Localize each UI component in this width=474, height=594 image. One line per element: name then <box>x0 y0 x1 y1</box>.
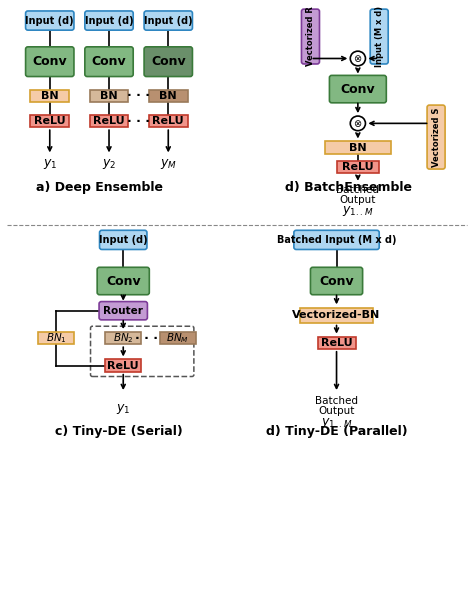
Text: Vectorized R: Vectorized R <box>306 7 315 67</box>
Text: $y_2$: $y_2$ <box>102 157 116 172</box>
Text: Input (d): Input (d) <box>99 235 147 245</box>
Text: Output: Output <box>340 195 376 205</box>
Text: Input (M x d): Input (M x d) <box>375 6 383 67</box>
Text: Batched: Batched <box>337 185 379 195</box>
FancyBboxPatch shape <box>294 230 379 249</box>
Bar <box>90 115 128 127</box>
Text: · · ·: · · · <box>128 115 150 128</box>
FancyBboxPatch shape <box>99 302 147 320</box>
FancyBboxPatch shape <box>144 11 192 30</box>
Text: · · ·: · · · <box>128 90 150 102</box>
Text: BN: BN <box>159 91 177 101</box>
Text: $\otimes$: $\otimes$ <box>353 118 363 129</box>
Text: · · ·: · · · <box>136 331 158 345</box>
Bar <box>318 337 356 349</box>
Text: ReLU: ReLU <box>93 116 125 126</box>
FancyBboxPatch shape <box>144 47 192 77</box>
Bar <box>106 332 141 345</box>
Text: a) Deep Ensemble: a) Deep Ensemble <box>36 181 163 194</box>
Text: d) BatchEnsemble: d) BatchEnsemble <box>285 181 412 194</box>
Text: $y_{1..M}$: $y_{1..M}$ <box>321 416 352 429</box>
Bar <box>38 332 74 345</box>
Circle shape <box>350 116 365 131</box>
FancyBboxPatch shape <box>329 75 386 103</box>
Text: Input (d): Input (d) <box>144 15 192 26</box>
Bar <box>160 332 196 345</box>
FancyBboxPatch shape <box>97 267 149 295</box>
Text: $y_{1..M}$: $y_{1..M}$ <box>342 204 374 218</box>
Text: Conv: Conv <box>340 83 375 96</box>
FancyBboxPatch shape <box>370 9 388 64</box>
Text: Input (d): Input (d) <box>26 15 74 26</box>
Text: Output: Output <box>319 406 355 416</box>
FancyBboxPatch shape <box>310 267 363 295</box>
Text: ReLU: ReLU <box>34 116 65 126</box>
FancyBboxPatch shape <box>26 11 74 30</box>
Text: $y_1$: $y_1$ <box>116 402 130 416</box>
Bar <box>90 90 128 102</box>
Text: Batched Input (M x d): Batched Input (M x d) <box>277 235 396 245</box>
Bar <box>30 115 69 127</box>
Bar <box>106 359 141 372</box>
FancyBboxPatch shape <box>26 47 74 77</box>
Text: Conv: Conv <box>319 274 354 287</box>
Bar <box>300 308 373 323</box>
Text: BN: BN <box>349 143 367 153</box>
FancyBboxPatch shape <box>427 105 445 169</box>
Text: Batched: Batched <box>315 396 358 406</box>
FancyBboxPatch shape <box>85 47 133 77</box>
FancyBboxPatch shape <box>301 9 319 64</box>
Text: Conv: Conv <box>151 55 186 68</box>
Bar <box>149 115 188 127</box>
Text: $BN_M$: $BN_M$ <box>166 331 189 345</box>
Text: $y_M$: $y_M$ <box>160 157 177 172</box>
Text: Vectorized S: Vectorized S <box>432 108 440 167</box>
Text: Input (d): Input (d) <box>85 15 133 26</box>
Text: ReLU: ReLU <box>342 162 374 172</box>
Text: BN: BN <box>41 91 59 101</box>
Text: $BN_1$: $BN_1$ <box>46 331 66 345</box>
Text: $BN_2$: $BN_2$ <box>113 331 134 345</box>
Text: ReLU: ReLU <box>153 116 184 126</box>
Text: Conv: Conv <box>106 274 141 287</box>
Text: c) Tiny-DE (Serial): c) Tiny-DE (Serial) <box>55 425 182 438</box>
Bar <box>337 160 379 173</box>
Text: Conv: Conv <box>32 55 67 68</box>
Text: Router: Router <box>103 306 143 315</box>
Text: ReLU: ReLU <box>321 338 352 347</box>
Text: Vectorized-BN: Vectorized-BN <box>292 310 381 320</box>
Text: $\otimes$: $\otimes$ <box>353 53 363 64</box>
Text: ReLU: ReLU <box>108 361 139 371</box>
Text: BN: BN <box>100 91 118 101</box>
Bar <box>149 90 188 102</box>
FancyBboxPatch shape <box>85 11 133 30</box>
Text: $y_1$: $y_1$ <box>43 157 57 172</box>
FancyBboxPatch shape <box>100 230 147 249</box>
Bar <box>30 90 69 102</box>
Circle shape <box>350 51 365 66</box>
Bar <box>325 141 391 154</box>
Text: d) Tiny-DE (Parallel): d) Tiny-DE (Parallel) <box>266 425 407 438</box>
Text: Conv: Conv <box>91 55 127 68</box>
